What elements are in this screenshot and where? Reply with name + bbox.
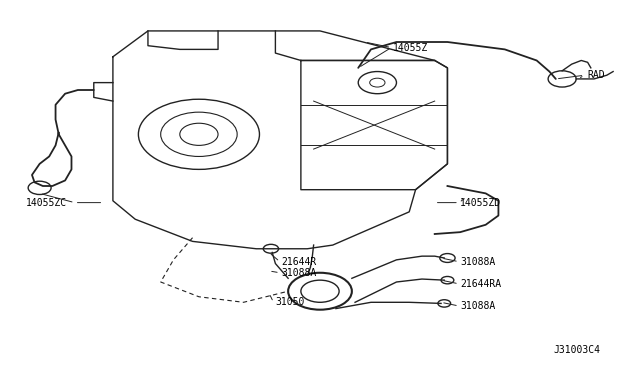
Text: 31050: 31050 xyxy=(275,297,305,307)
Text: 31088A: 31088A xyxy=(460,301,495,311)
Text: 14055ZD: 14055ZD xyxy=(460,198,501,208)
Text: RAD: RAD xyxy=(588,70,605,80)
Text: J31003C4: J31003C4 xyxy=(554,345,600,355)
Text: 31088A: 31088A xyxy=(460,257,495,267)
Text: 14055ZC: 14055ZC xyxy=(26,198,67,208)
Text: 31088A: 31088A xyxy=(282,268,317,278)
Text: 21644RA: 21644RA xyxy=(460,279,501,289)
Text: 21644R: 21644R xyxy=(282,257,317,267)
Text: 14055Z: 14055Z xyxy=(394,42,429,52)
